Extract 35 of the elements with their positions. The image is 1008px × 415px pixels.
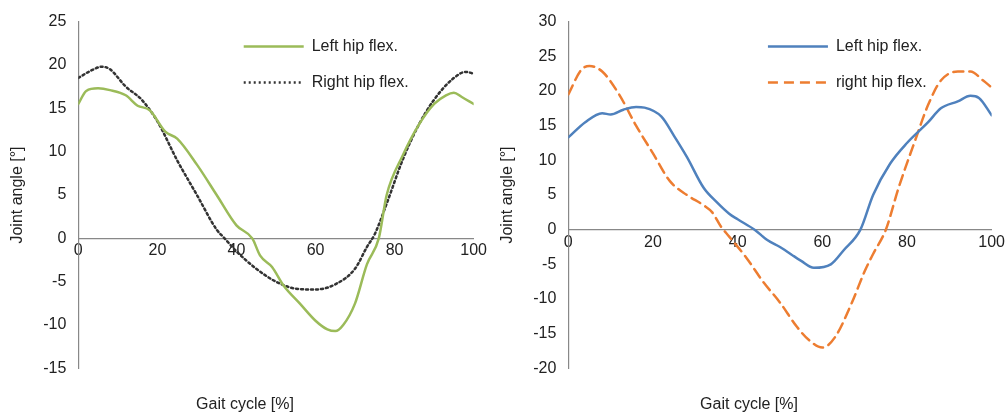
y-tick-label: -5 [542, 254, 557, 272]
legend-label: Left hip flex. [311, 37, 398, 55]
y-tick-label: 0 [547, 220, 557, 238]
y-tick-label: 5 [57, 185, 67, 203]
x-axis-title: Gait cycle [%] [699, 395, 799, 413]
y-tick-label: -10 [43, 315, 67, 333]
y-tick-label: -10 [533, 289, 557, 307]
y-tick-label: 30 [538, 12, 557, 30]
y-tick-label: 15 [48, 98, 67, 116]
y-axis-title: Joint angle [°] [498, 146, 516, 244]
y-tick-label: 15 [538, 116, 557, 134]
y-tick-label: 5 [547, 185, 557, 203]
x-tick-label: 60 [306, 241, 325, 259]
y-tick-label: 10 [538, 150, 557, 168]
x-tick-label: 80 [385, 241, 404, 259]
y-tick-label: 20 [48, 55, 67, 73]
x-tick-label: 60 [813, 232, 832, 250]
y-tick-label: 10 [48, 142, 67, 160]
legend-label: Left hip flex. [835, 37, 923, 55]
y-tick-label: -15 [533, 324, 557, 342]
y-axis-title: Joint angle [°] [8, 146, 26, 244]
legend-label: right hip flex. [835, 73, 927, 91]
legend-label: Right hip flex. [311, 73, 409, 91]
x-tick-label: 20 [148, 241, 167, 259]
y-tick-label: 25 [538, 46, 557, 64]
y-tick-label: 25 [48, 12, 67, 30]
x-tick-label: 100 [460, 241, 488, 259]
x-axis-title: Gait cycle [%] [195, 395, 295, 413]
x-tick-label: 100 [978, 232, 1006, 250]
x-tick-label: 20 [644, 232, 662, 250]
x-tick-label: 80 [898, 232, 916, 250]
y-tick-label: -15 [43, 358, 67, 376]
y-tick-label: 20 [538, 81, 557, 99]
y-tick-label: -5 [52, 272, 67, 290]
y-tick-label: -20 [533, 358, 557, 376]
